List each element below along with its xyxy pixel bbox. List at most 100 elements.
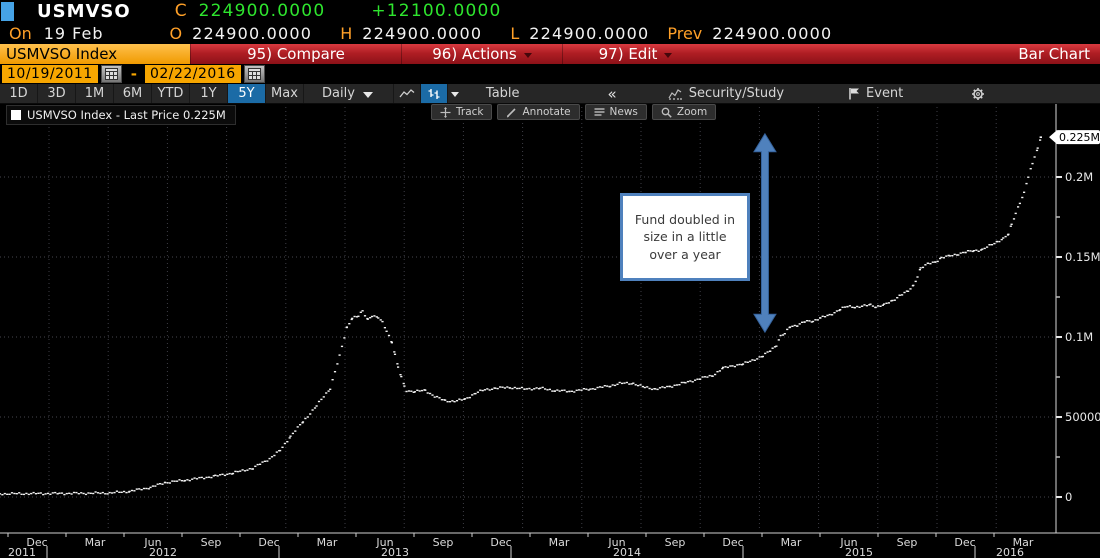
calendar-icon bbox=[104, 68, 118, 80]
news-button[interactable]: News bbox=[584, 104, 647, 120]
quote-row-secondary: On 19 Feb O 224900.0000 H 224900.0000 L … bbox=[0, 22, 1100, 44]
x-axis-year-label: 2013 bbox=[381, 546, 409, 558]
x-axis-year-label: 2011 bbox=[8, 546, 36, 558]
x-axis-year-label: 2012 bbox=[149, 546, 177, 558]
chart-mini-toolbar: Track Annotate News Zoom bbox=[431, 104, 717, 120]
session-on-label: On bbox=[9, 23, 32, 43]
chevron-down-icon bbox=[450, 92, 459, 97]
y-axis-label: 0.1M bbox=[1065, 330, 1093, 344]
chart-type-dropdown-button[interactable] bbox=[446, 84, 462, 103]
x-axis-month-label: Mar bbox=[781, 536, 802, 549]
period-button-6m[interactable]: 6M bbox=[114, 84, 152, 103]
menu-item-----edit[interactable]: 97) Edit bbox=[562, 44, 708, 64]
x-axis-month-label: Dec bbox=[954, 536, 975, 549]
x-axis-month-label: Dec bbox=[258, 536, 279, 549]
security-study-button[interactable]: Security/Study bbox=[658, 84, 794, 103]
period-button-3d[interactable]: 3D bbox=[38, 84, 76, 103]
mini-button-label: Annotate bbox=[522, 106, 571, 118]
collapse-panel-button[interactable]: « bbox=[607, 84, 617, 103]
high-value: 224900.0000 bbox=[362, 23, 483, 43]
x-axis-month-label: Mar bbox=[549, 536, 570, 549]
track-button[interactable]: Track bbox=[431, 104, 493, 120]
news-lines-icon bbox=[594, 107, 605, 117]
annotate-button[interactable]: Annotate bbox=[497, 104, 580, 120]
line-chart-icon bbox=[399, 89, 415, 98]
menu-item-----compare[interactable]: 95) Compare bbox=[190, 44, 401, 64]
ohlc-chart-type-button[interactable] bbox=[419, 84, 447, 103]
series-legend[interactable]: USMVSO Index - Last Price 0.225M bbox=[6, 105, 236, 125]
x-axis-month-label: Dec bbox=[490, 536, 511, 549]
gear-icon bbox=[972, 87, 985, 100]
y-axis-label: 50000 bbox=[1065, 410, 1100, 424]
low-value: 224900.0000 bbox=[529, 23, 650, 43]
period-button-1y[interactable]: 1Y bbox=[190, 84, 228, 103]
series-legend-text: USMVSO Index - Last Price 0.225M bbox=[27, 108, 226, 122]
last-price-marker: 0.225M bbox=[1049, 130, 1100, 145]
close-label: C bbox=[174, 1, 187, 21]
period-button-max[interactable]: Max bbox=[266, 84, 304, 103]
open-value: 224900.0000 bbox=[192, 23, 313, 43]
event-button[interactable]: Event bbox=[840, 84, 911, 103]
series-color-swatch bbox=[11, 110, 21, 120]
annotation-arrow bbox=[753, 132, 777, 334]
zoom-magnifier-icon bbox=[661, 107, 672, 118]
x-axis-year-label: 2016 bbox=[996, 546, 1024, 558]
price-series bbox=[0, 136, 1042, 496]
menu-item-label: 97) Edit bbox=[598, 45, 658, 63]
x-axis-month-label: Dec bbox=[26, 536, 47, 549]
y-axis-label: 0.15M bbox=[1065, 250, 1100, 264]
x-axis-month-label: Jun bbox=[143, 536, 161, 549]
track-move-icon bbox=[440, 106, 451, 118]
settings-button[interactable] bbox=[963, 84, 993, 103]
end-date-input[interactable]: 02/22/2016 bbox=[144, 65, 241, 83]
y-axis-label: 0.2M bbox=[1065, 170, 1093, 184]
period-buttons-group: 1D 3D 1M 6M YTD 1Y 5Y Max bbox=[0, 84, 304, 103]
event-label: Event bbox=[866, 86, 904, 101]
period-button-1m[interactable]: 1M bbox=[76, 84, 114, 103]
menu-item-----actions[interactable]: 96) Actions bbox=[401, 44, 562, 64]
chart-mode-label: Bar Chart bbox=[1018, 45, 1090, 63]
start-calendar-button[interactable] bbox=[100, 65, 122, 83]
prev-value: 224900.0000 bbox=[712, 23, 833, 43]
y-axis-label: 0 bbox=[1065, 490, 1072, 504]
function-menubar: USMVSO Index 95) Compare 96) Actions 97) E… bbox=[0, 44, 1100, 64]
x-axis-month-label: Sep bbox=[665, 536, 686, 549]
ohlc-chart-icon bbox=[428, 88, 440, 99]
security-study-label: Security/Study bbox=[688, 86, 785, 101]
chevron-down-icon bbox=[664, 52, 673, 58]
mini-button-label: Track bbox=[456, 106, 484, 118]
line-chart-type-button[interactable] bbox=[392, 84, 420, 103]
x-axis-month-label: Mar bbox=[1013, 536, 1034, 549]
menu-item-label: 95) Compare bbox=[247, 45, 345, 63]
end-calendar-button[interactable] bbox=[243, 65, 265, 83]
table-button[interactable]: Table bbox=[485, 86, 520, 101]
x-axis-year-label: 2014 bbox=[613, 546, 641, 558]
mini-button-label: Zoom bbox=[676, 106, 708, 118]
zoom-button[interactable]: Zoom bbox=[651, 104, 717, 120]
flag-icon bbox=[849, 88, 860, 100]
start-date-input[interactable]: 10/19/2011 bbox=[2, 65, 98, 83]
frequency-dropdown[interactable]: Daily bbox=[314, 84, 381, 103]
price-change: +12100.0000 bbox=[371, 1, 502, 21]
open-label: O bbox=[169, 23, 183, 43]
mini-button-label: News bbox=[609, 106, 638, 118]
calendar-icon bbox=[247, 68, 261, 80]
period-button-ytd[interactable]: YTD bbox=[152, 84, 190, 103]
high-label: H bbox=[340, 23, 353, 43]
prev-label: Prev bbox=[667, 23, 703, 43]
annotation-textbox[interactable]: Fund doubled in size in a little over a … bbox=[620, 193, 750, 281]
chart-toolbar: 1D 3D 1M 6M YTD 1Y 5Y Max Daily Table « bbox=[0, 84, 1100, 104]
period-button-1d[interactable]: 1D bbox=[0, 84, 38, 103]
security-tab[interactable]: USMVSO Index bbox=[0, 44, 190, 64]
x-axis-month-label: Dec bbox=[722, 536, 743, 549]
x-axis-month-label: Mar bbox=[317, 536, 338, 549]
menu-item-label: 96) Actions bbox=[432, 45, 517, 63]
period-button-5y[interactable]: 5Y bbox=[228, 84, 266, 103]
session-date: 19 Feb bbox=[43, 23, 104, 43]
x-axis-month-label: Mar bbox=[85, 536, 106, 549]
terminal-cursor-block bbox=[1, 2, 14, 21]
last-price: 224900.0000 bbox=[198, 1, 326, 21]
chevron-down-icon bbox=[523, 52, 532, 58]
